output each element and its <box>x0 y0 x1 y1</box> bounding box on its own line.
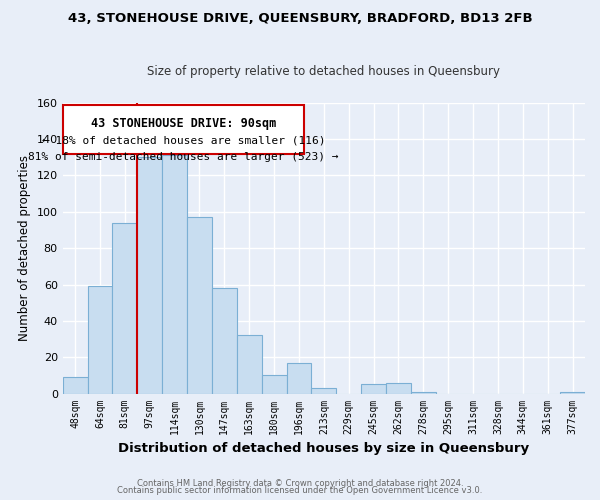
Y-axis label: Number of detached properties: Number of detached properties <box>18 155 31 341</box>
Bar <box>311 388 336 394</box>
Bar <box>212 288 237 394</box>
Text: 43 STONEHOUSE DRIVE: 90sqm: 43 STONEHOUSE DRIVE: 90sqm <box>91 118 276 130</box>
Text: Contains public sector information licensed under the Open Government Licence v3: Contains public sector information licen… <box>118 486 482 495</box>
Text: Contains HM Land Registry data © Crown copyright and database right 2024.: Contains HM Land Registry data © Crown c… <box>137 478 463 488</box>
Bar <box>262 376 287 394</box>
Bar <box>386 382 411 394</box>
Text: 81% of semi-detached houses are larger (523) →: 81% of semi-detached houses are larger (… <box>28 152 339 162</box>
FancyBboxPatch shape <box>63 104 304 154</box>
Bar <box>162 156 187 394</box>
Bar <box>62 377 88 394</box>
Bar <box>187 218 212 394</box>
Text: ← 18% of detached houses are smaller (116): ← 18% of detached houses are smaller (11… <box>42 136 325 145</box>
Bar <box>137 158 162 394</box>
Bar <box>88 286 112 394</box>
X-axis label: Distribution of detached houses by size in Queensbury: Distribution of detached houses by size … <box>118 442 529 455</box>
Text: 43, STONEHOUSE DRIVE, QUEENSBURY, BRADFORD, BD13 2FB: 43, STONEHOUSE DRIVE, QUEENSBURY, BRADFO… <box>68 12 532 26</box>
Bar <box>237 336 262 394</box>
Bar <box>560 392 585 394</box>
Bar <box>361 384 386 394</box>
Bar <box>287 362 311 394</box>
Bar <box>411 392 436 394</box>
Title: Size of property relative to detached houses in Queensbury: Size of property relative to detached ho… <box>148 65 500 78</box>
Bar <box>112 222 137 394</box>
